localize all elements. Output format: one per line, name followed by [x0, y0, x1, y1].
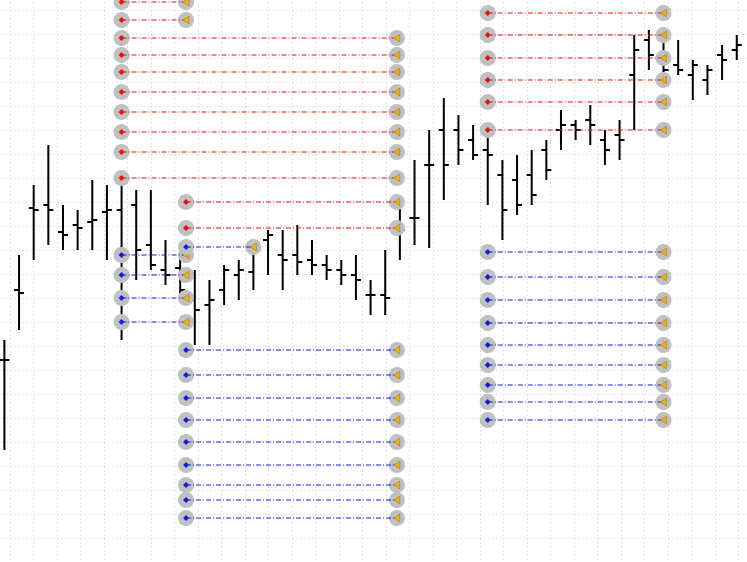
trade-open-arrow: [484, 297, 491, 303]
trade-open-arrow: [118, 109, 125, 115]
trade-close-arrow: [660, 295, 667, 305]
trade-open-arrow: [118, 175, 125, 181]
trade-open-arrow: [484, 77, 491, 83]
trade-open-arrow: [118, 129, 125, 135]
trade-open-arrow: [484, 399, 491, 405]
trade-close-arrow: [182, 15, 190, 25]
trade-close-arrow: [393, 33, 401, 43]
trade-close-arrow: [393, 345, 401, 355]
trade-open-arrow: [118, 52, 125, 58]
trade-open-arrow: [183, 482, 190, 488]
trade-close-arrow: [393, 513, 401, 523]
trade-open-arrow: [183, 439, 190, 445]
trade-open-arrow: [484, 10, 491, 16]
trade-open-arrow: [484, 342, 491, 348]
trade-close-arrow: [182, 0, 190, 7]
trade-open-arrow: [484, 362, 491, 368]
trade-close-arrow: [393, 107, 401, 117]
trade-close-arrow: [660, 340, 667, 350]
trade-open-arrow: [484, 320, 491, 326]
trade-open-arrow: [484, 32, 491, 38]
trade-open-arrow: [183, 199, 190, 205]
trade-close-arrow: [393, 147, 401, 157]
trade-close-arrow: [660, 415, 667, 425]
trade-close-arrow: [660, 125, 667, 135]
trade-close-arrow: [393, 480, 401, 490]
trade-open-arrow: [484, 127, 491, 133]
trade-close-arrow: [393, 437, 401, 447]
trade-open-arrow: [183, 497, 190, 503]
trade-close-arrow: [393, 460, 401, 470]
trade-close-arrow: [393, 415, 401, 425]
trade-open-arrow: [183, 395, 190, 401]
trade-close-arrow: [660, 397, 667, 407]
trade-close-arrow: [182, 317, 190, 327]
trade-close-arrow: [249, 242, 257, 252]
trade-open-arrow: [484, 382, 491, 388]
trade-close-arrow: [393, 393, 401, 403]
trade-close-arrow: [393, 495, 401, 505]
trade-close-arrow: [660, 75, 667, 85]
trade-open-arrow: [118, 17, 125, 23]
trade-open-arrow: [118, 252, 125, 258]
trade-close-arrow: [393, 127, 401, 137]
trade-open-arrow: [183, 462, 190, 468]
trade-close-arrow: [660, 318, 667, 328]
trade-open-arrow: [118, 295, 125, 301]
trade-close-arrow: [393, 223, 401, 233]
trade-close-arrow: [660, 97, 667, 107]
trade-open-arrow: [118, 69, 125, 75]
trade-open-arrow: [118, 0, 125, 5]
trade-open-arrow: [118, 89, 125, 95]
trade-open-arrow: [118, 319, 125, 325]
trade-open-arrow: [484, 55, 491, 61]
trade-open-arrow: [484, 274, 491, 280]
trade-open-arrow: [183, 347, 190, 353]
trade-open-arrow: [484, 99, 491, 105]
trade-open-arrow: [118, 149, 125, 155]
trade-close-arrow: [660, 30, 667, 40]
trade-close-arrow: [182, 293, 190, 303]
trade-close-arrow: [660, 247, 667, 257]
trade-close-arrow: [393, 197, 401, 207]
trade-close-arrow: [182, 270, 190, 280]
trade-close-arrow: [660, 8, 667, 18]
trade-close-arrow: [660, 380, 667, 390]
trade-open-arrow: [118, 272, 125, 278]
trade-close-arrow: [660, 360, 667, 370]
trade-open-arrow: [118, 35, 125, 41]
trade-close-arrow: [393, 173, 401, 183]
trade-close-arrow: [393, 370, 401, 380]
trade-open-arrow: [183, 515, 190, 521]
trade-close-arrow: [660, 53, 667, 63]
trade-open-arrow: [183, 225, 190, 231]
trade-open-arrow: [183, 372, 190, 378]
trade-close-arrow: [393, 50, 401, 60]
trade-open-arrow: [484, 417, 491, 423]
trade-open-arrow: [484, 249, 491, 255]
trade-close-arrow: [393, 67, 401, 77]
trade-close-arrow: [393, 87, 401, 97]
trade-open-arrow: [183, 244, 190, 250]
trade-open-arrow: [183, 417, 190, 423]
trade-close-arrow: [660, 272, 667, 282]
